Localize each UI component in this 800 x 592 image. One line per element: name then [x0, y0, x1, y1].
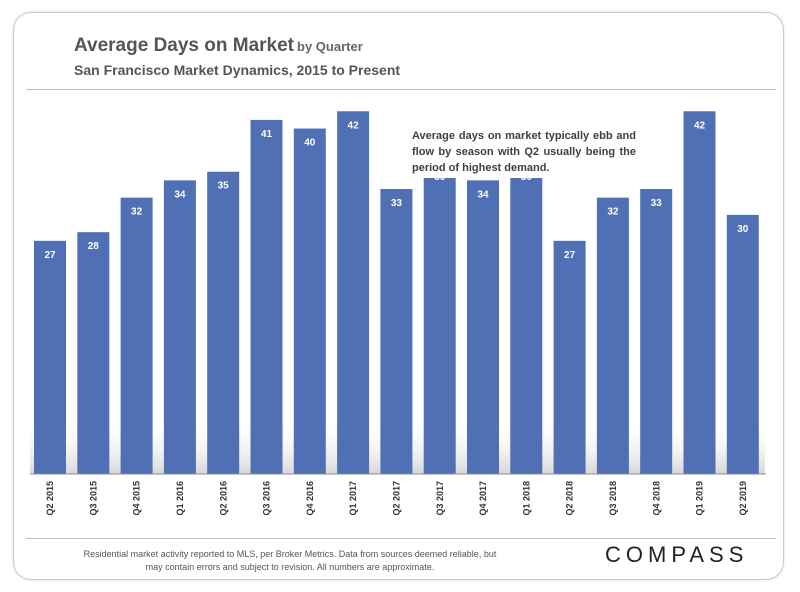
x-tick-label: Q1 2018 — [521, 481, 531, 516]
footer-divider — [26, 538, 776, 539]
bar-value-label: 30 — [737, 224, 749, 235]
bar — [640, 189, 673, 474]
x-tick-label: Q3 2018 — [608, 481, 618, 516]
x-tick-label: Q4 2017 — [478, 481, 488, 516]
x-tick-label: Q4 2016 — [305, 481, 315, 516]
x-tick-label: Q2 2018 — [565, 481, 575, 516]
bar-value-label: 27 — [44, 250, 56, 261]
bar — [423, 163, 456, 474]
x-tick-label: Q4 2015 — [132, 481, 142, 516]
bar — [380, 189, 413, 474]
bar-value-label: 42 — [348, 120, 360, 131]
bar-value-label: 34 — [477, 189, 489, 200]
header-divider — [26, 89, 776, 90]
bar-value-label: 34 — [174, 189, 186, 200]
x-tick-label: Q2 2019 — [738, 481, 748, 516]
bar — [467, 180, 499, 474]
x-tick-label: Q2 2015 — [45, 481, 55, 516]
bar-value-label: 28 — [88, 241, 100, 252]
bar — [726, 214, 759, 474]
x-tick-label: Q1 2017 — [348, 481, 358, 516]
bar — [683, 111, 716, 474]
x-tick-label: Q1 2019 — [695, 481, 705, 516]
bar — [596, 197, 629, 475]
compass-logo: COMPASS — [605, 542, 749, 567]
x-tick-label: Q2 2017 — [392, 481, 402, 516]
bar — [510, 163, 543, 474]
bar-value-label: 32 — [131, 207, 143, 218]
bar — [337, 111, 370, 474]
bar — [207, 171, 240, 474]
bar — [293, 128, 326, 474]
x-tick-label: Q4 2018 — [651, 481, 661, 516]
bar — [163, 180, 196, 474]
chart-title: Average Days on Market by Quarter — [74, 35, 363, 57]
chart-title-suffix: by Quarter — [297, 39, 363, 54]
bar — [34, 240, 66, 474]
x-tick-label: Q2 2016 — [218, 481, 228, 516]
bar-value-label: 41 — [261, 129, 273, 140]
bar-value-label: 33 — [391, 198, 403, 209]
bar-value-label: 27 — [564, 250, 576, 261]
x-tick-label: Q3 2015 — [88, 481, 98, 516]
source-footnote: Residential market activity reported to … — [83, 549, 497, 572]
bar-value-label: 40 — [304, 138, 316, 149]
bar — [250, 119, 283, 474]
x-tick-label: Q3 2017 — [435, 481, 445, 516]
bar-value-label: 42 — [694, 120, 706, 131]
bar — [77, 232, 110, 474]
bar-value-label: 35 — [218, 181, 230, 192]
chart-subtitle: San Francisco Market Dynamics, 2015 to P… — [74, 62, 401, 78]
bar-value-label: 32 — [607, 207, 619, 218]
chart-annotation: Average days on market typically ebb and… — [408, 126, 640, 178]
x-tick-label: Q1 2016 — [175, 481, 185, 516]
bar — [120, 197, 153, 475]
chart-title-main: Average Days on Market — [74, 35, 295, 56]
x-tick-label: Q3 2016 — [262, 481, 272, 516]
bar — [553, 240, 586, 474]
bar-value-label: 33 — [651, 198, 663, 209]
